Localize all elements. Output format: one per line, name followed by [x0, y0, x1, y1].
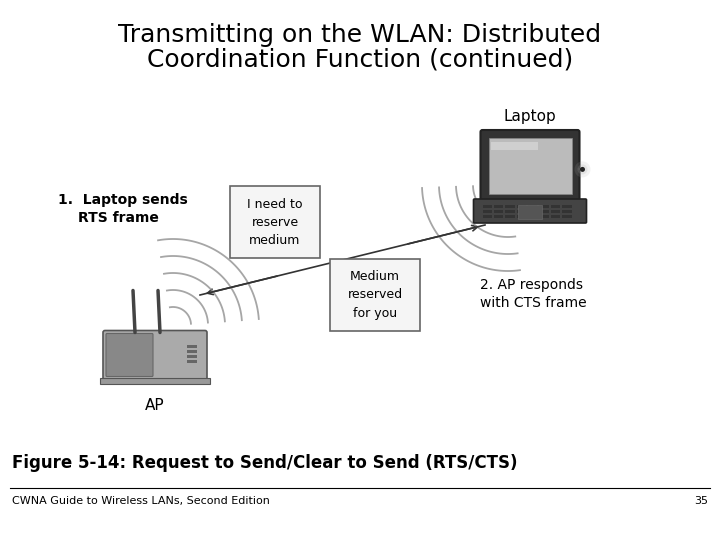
Bar [517, 210, 526, 213]
Text: RTS frame: RTS frame [78, 211, 159, 225]
Bar [494, 205, 503, 208]
Bar [562, 215, 572, 218]
Text: I need to
reserve
medium: I need to reserve medium [247, 198, 302, 246]
Text: Medium
reserved
for you: Medium reserved for you [348, 271, 402, 320]
Bar [551, 205, 560, 208]
Bar [187, 350, 197, 353]
Bar [494, 215, 503, 218]
Bar [539, 205, 549, 208]
Bar [505, 215, 515, 218]
Text: 2. AP responds: 2. AP responds [480, 278, 583, 292]
Text: with CTS frame: with CTS frame [480, 296, 587, 310]
Text: 1.  Laptop sends: 1. Laptop sends [58, 193, 188, 207]
Text: 35: 35 [694, 496, 708, 506]
Bar [517, 205, 526, 208]
Bar [490, 142, 538, 150]
Bar [482, 210, 492, 213]
Bar [539, 215, 549, 218]
FancyBboxPatch shape [106, 334, 153, 376]
Circle shape [577, 164, 588, 174]
Bar [187, 355, 197, 358]
Bar [488, 138, 572, 194]
Bar [551, 215, 560, 218]
Text: Transmitting on the WLAN: Distributed: Transmitting on the WLAN: Distributed [118, 23, 602, 47]
Text: Figure 5-14: Request to Send/Clear to Send (RTS/CTS): Figure 5-14: Request to Send/Clear to Se… [12, 454, 518, 472]
Bar [528, 205, 537, 208]
Bar [505, 210, 515, 213]
Bar [187, 345, 197, 348]
FancyBboxPatch shape [330, 259, 420, 331]
Text: Coordination Function (continued): Coordination Function (continued) [147, 48, 573, 72]
Circle shape [580, 167, 585, 172]
Bar [562, 210, 572, 213]
FancyBboxPatch shape [480, 130, 580, 202]
Bar [518, 205, 542, 219]
Bar [494, 210, 503, 213]
Text: AP: AP [145, 397, 165, 413]
Text: CWNA Guide to Wireless LANs, Second Edition: CWNA Guide to Wireless LANs, Second Edit… [12, 496, 270, 506]
Bar [551, 210, 560, 213]
Circle shape [575, 161, 590, 178]
Bar [562, 205, 572, 208]
Bar [187, 360, 197, 363]
FancyBboxPatch shape [230, 186, 320, 258]
Text: Laptop: Laptop [503, 109, 557, 124]
Bar [539, 210, 549, 213]
Bar [100, 377, 210, 383]
FancyBboxPatch shape [474, 199, 587, 223]
Bar [505, 205, 515, 208]
Bar [528, 210, 537, 213]
Bar [517, 215, 526, 218]
FancyBboxPatch shape [103, 330, 207, 380]
Bar [482, 215, 492, 218]
Bar [482, 205, 492, 208]
Bar [528, 215, 537, 218]
